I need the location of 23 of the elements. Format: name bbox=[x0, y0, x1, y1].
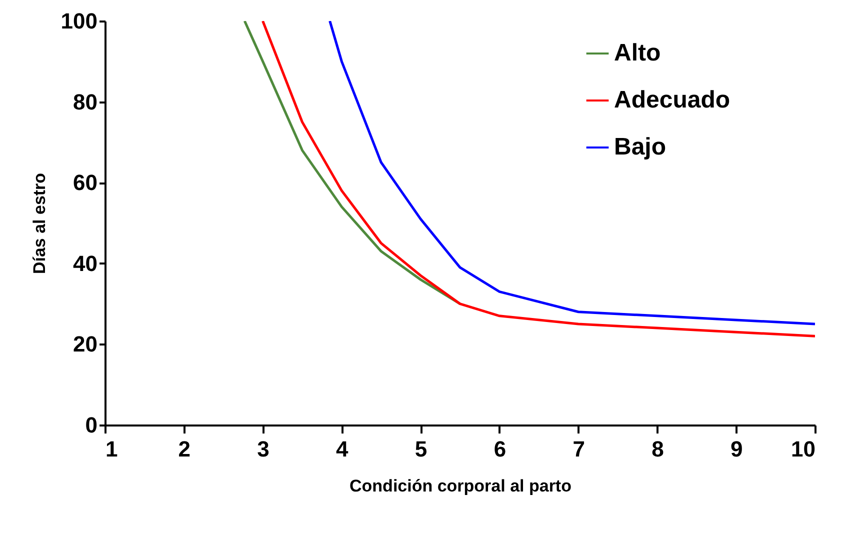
x-tick-label: 9 bbox=[730, 436, 743, 462]
y-tick-label: 0 bbox=[85, 412, 98, 438]
x-tick-label: 10 bbox=[791, 436, 816, 462]
y-tick-label: 20 bbox=[73, 332, 98, 357]
line-series bbox=[328, 21, 815, 326]
legend-label: Alto bbox=[614, 40, 661, 66]
x-tick-label: 2 bbox=[178, 436, 191, 462]
y-axis-title: Días al estro bbox=[30, 172, 49, 274]
line-series bbox=[262, 21, 815, 338]
x-tick-label: 6 bbox=[494, 436, 506, 462]
x-tick-label: 4 bbox=[336, 436, 350, 462]
y-tick-label: 80 bbox=[73, 89, 98, 114]
x-tick-label: 7 bbox=[572, 436, 585, 462]
x-tick-label: 5 bbox=[414, 436, 428, 462]
y-tick-label: 40 bbox=[73, 250, 98, 276]
legend-label: Bajo bbox=[614, 134, 666, 160]
legend-label: Adecuado bbox=[614, 86, 730, 114]
y-tick-label: 100 bbox=[60, 8, 98, 34]
x-tick-label: 3 bbox=[257, 436, 270, 462]
y-tick-label: 60 bbox=[73, 170, 98, 196]
x-tick-label: 8 bbox=[652, 436, 664, 462]
x-axis-title: Condición corporal al parto bbox=[350, 476, 572, 496]
x-tick-label: 1 bbox=[106, 436, 118, 462]
